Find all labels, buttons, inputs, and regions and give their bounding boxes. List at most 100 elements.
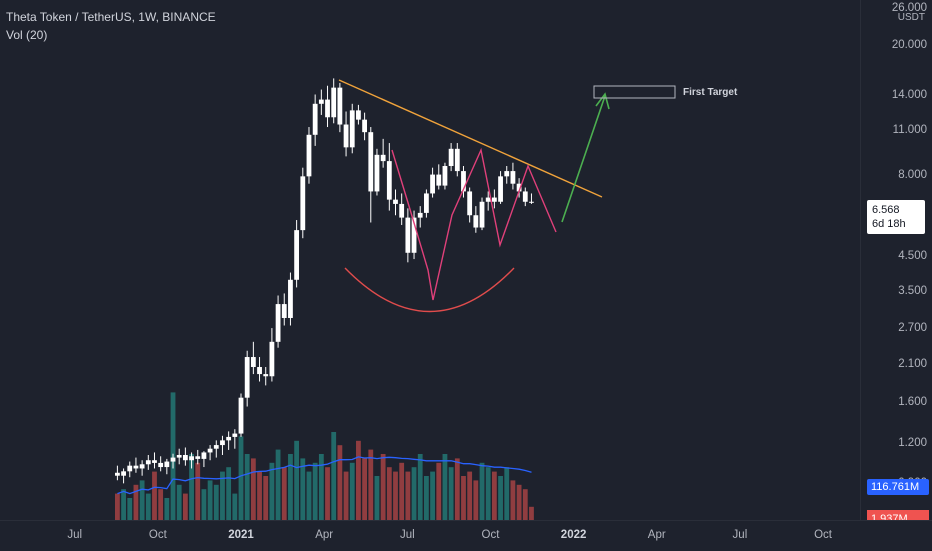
candle-body	[491, 197, 497, 202]
price-tick-label: 20.000	[891, 39, 927, 52]
price-tick-label: 1.200	[898, 436, 927, 449]
descending-trendline[interactable]	[338, 79, 603, 198]
volume-bar	[467, 471, 473, 520]
candle-body	[152, 460, 157, 463]
candle-body	[504, 171, 510, 177]
candle-body	[411, 217, 417, 253]
price-tick-label: 8.000	[898, 168, 927, 181]
candle-body	[213, 445, 219, 449]
candle-body	[393, 199, 398, 204]
volume-bar	[411, 467, 417, 520]
candle-body	[467, 191, 473, 216]
candle-body	[380, 154, 386, 162]
candle-body	[232, 433, 238, 437]
time-tick-label: Apr	[315, 529, 334, 541]
volume-bar	[244, 454, 250, 520]
candle-body	[436, 174, 442, 186]
volume-bar	[424, 476, 429, 520]
candle-body	[485, 197, 491, 202]
candle-body	[312, 103, 318, 135]
candle-body	[281, 304, 287, 318]
volume-bar	[133, 484, 139, 520]
volume-bar	[269, 462, 275, 520]
candle-body	[386, 161, 392, 200]
candle-body	[510, 171, 516, 184]
candle-body	[164, 461, 170, 468]
candle-body	[529, 201, 534, 203]
candle-body	[442, 166, 448, 186]
volume-bar	[337, 445, 343, 520]
candle-body	[325, 99, 330, 118]
volume-bar	[213, 484, 219, 520]
candle-body	[448, 148, 454, 167]
candle-body	[115, 472, 120, 476]
candle-body	[158, 462, 164, 468]
candle-body	[405, 217, 411, 253]
volume-bar	[164, 498, 170, 520]
price-tick-label: 26.000	[891, 2, 927, 14]
price-tick-label: 3.500	[898, 285, 927, 298]
candle-body	[362, 119, 367, 133]
candle-body	[498, 176, 503, 202]
volume-bar	[263, 476, 269, 520]
volume-bar	[442, 454, 448, 520]
time-tick-label: Oct	[481, 529, 500, 541]
time-tick-label: Apr	[647, 529, 666, 541]
volume-bar	[436, 462, 442, 520]
volume-bar	[349, 462, 355, 520]
drawings: First Target	[338, 79, 738, 313]
candle-body	[516, 183, 522, 192]
volume-bar	[331, 432, 337, 520]
volume-bar	[498, 476, 503, 520]
volume-bar	[386, 467, 392, 520]
volume-bar	[356, 440, 361, 520]
candle-countdown: 6d 18h	[872, 218, 906, 230]
candle-body	[170, 457, 176, 462]
candle-body	[257, 367, 262, 375]
volume-ma-line	[117, 456, 532, 495]
volume-bar	[220, 471, 225, 520]
volume-bar	[343, 471, 349, 520]
volume-bar	[257, 471, 262, 520]
candle-body	[306, 134, 312, 177]
target-arrow[interactable]	[561, 92, 610, 223]
price-axis[interactable]: USDT 26.000 20.000 14.000 11.000 8.000 4.500 3…	[860, 0, 932, 520]
candle-body	[417, 212, 423, 218]
volume-bar	[318, 454, 324, 520]
volume-bar	[325, 467, 330, 520]
time-axis[interactable]: Jul Oct 2021 Apr Jul Oct 2022 Apr Jul Oct	[0, 520, 932, 551]
candle-body	[244, 357, 250, 398]
candle-body	[300, 176, 306, 231]
volume-bar	[250, 458, 256, 520]
candle-body	[226, 436, 232, 441]
price-chart[interactable]: First Target	[0, 0, 860, 520]
volume-bar	[182, 493, 188, 520]
candle-body	[331, 87, 337, 118]
volume-bar	[504, 467, 510, 520]
candle-body	[374, 154, 380, 192]
first-target-box[interactable]	[593, 85, 676, 99]
current-price-value: 6.568	[872, 204, 900, 216]
candle-body	[337, 87, 343, 125]
volume-indicator-label[interactable]: Vol (20)	[6, 28, 48, 42]
volume-bar	[158, 489, 164, 520]
volume-bar	[226, 467, 232, 520]
rounded-bottom-arc[interactable]	[344, 267, 515, 313]
candle-body	[250, 357, 256, 368]
volume-bar	[139, 480, 145, 520]
candle-body	[479, 201, 485, 228]
volume-bar	[368, 449, 374, 520]
candle-body	[263, 374, 269, 377]
time-tick-label: Jul	[67, 529, 83, 541]
volume-bar	[491, 471, 497, 520]
volume-bar	[127, 498, 133, 520]
time-tick-label: Jul	[732, 529, 748, 541]
w-pattern-line[interactable]	[391, 147, 557, 301]
volume-bar	[115, 493, 120, 520]
candle-body	[133, 465, 139, 469]
volume-bar	[399, 462, 405, 520]
candle-body	[182, 454, 188, 461]
volume-bar	[288, 454, 293, 520]
candles	[115, 78, 534, 484]
candle-body	[288, 279, 293, 318]
